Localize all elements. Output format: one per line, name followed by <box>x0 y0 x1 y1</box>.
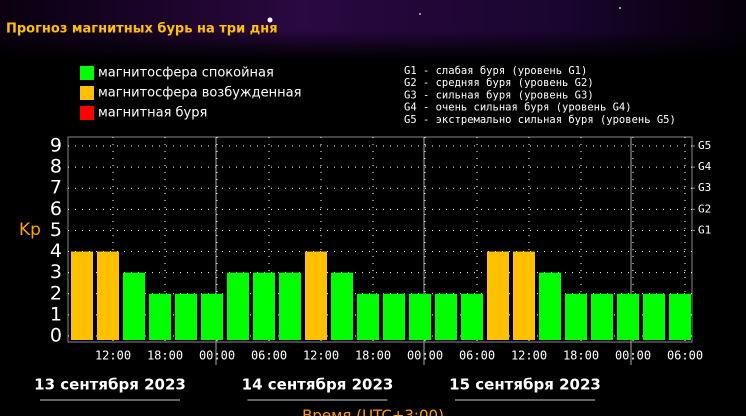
star <box>419 13 421 15</box>
bar <box>149 293 171 340</box>
bar <box>435 293 457 340</box>
bar <box>591 293 613 340</box>
x-tick-label: 00:00 <box>199 349 235 363</box>
star <box>619 7 621 9</box>
bar <box>175 293 197 340</box>
storm-level: G3 - сильная буря (уровень G3) <box>404 89 594 101</box>
y-tick-label: 2 <box>50 282 62 304</box>
bar <box>357 293 379 340</box>
day-label: 13 сентября 2023 <box>34 376 186 394</box>
y-tick-label: 4 <box>50 240 62 262</box>
x-tick-label: 06:00 <box>251 349 287 363</box>
storm-level: G2 - средняя буря (уровень G2) <box>404 77 594 89</box>
x-tick-label: 12:00 <box>95 349 131 363</box>
bar <box>409 293 431 340</box>
bar <box>565 293 587 340</box>
storm-level: G5 - экстремально сильная буря (уровень … <box>404 114 676 126</box>
x-tick-label: 18:00 <box>147 349 183 363</box>
bar <box>331 272 353 340</box>
storm-level: G4 - очень сильная буря (уровень G4) <box>404 102 632 114</box>
y2-tick-label: G3 <box>698 181 711 194</box>
bar <box>461 293 483 340</box>
x-tick-label: 18:00 <box>563 349 599 363</box>
star <box>267 17 273 23</box>
bar <box>305 251 327 340</box>
day-label: 15 сентября 2023 <box>449 376 601 394</box>
bar <box>513 251 535 340</box>
y-tick-label: 8 <box>50 156 62 178</box>
bar <box>253 272 275 340</box>
y-axis-label: Kp <box>19 220 41 240</box>
bar <box>123 272 145 340</box>
bar <box>201 293 223 340</box>
legend-label: магнитосфера возбужденная <box>98 86 301 101</box>
bar <box>227 272 249 340</box>
header-fade <box>0 30 746 60</box>
y-tick-label: 6 <box>50 198 62 220</box>
bar <box>487 251 509 340</box>
storm-level: G1 - слабая буря (уровень G1) <box>404 65 587 77</box>
y2-tick-label: G4 <box>698 160 712 173</box>
bar <box>97 251 119 340</box>
bar <box>617 293 639 340</box>
y-tick-label: 0 <box>50 325 62 347</box>
y-tick-label: 5 <box>50 219 62 241</box>
bar <box>669 293 691 340</box>
legend-swatch <box>80 66 94 80</box>
bar <box>71 251 93 340</box>
legend-label: магнитосфера спокойная <box>98 66 274 81</box>
plot-frame <box>67 136 693 343</box>
x-tick-label: 06:00 <box>459 349 495 363</box>
legend-swatch <box>80 86 94 100</box>
y2-tick-label: G5 <box>698 139 711 152</box>
bar <box>383 293 405 340</box>
y2-tick-label: G2 <box>698 202 711 215</box>
bar <box>643 293 665 340</box>
chart-title: Прогноз магнитных бурь на три дня <box>6 22 278 37</box>
bar <box>279 272 301 340</box>
legend-swatch <box>80 106 94 120</box>
x-tick-label: 18:00 <box>355 349 391 363</box>
y2-tick-label: G1 <box>698 223 711 236</box>
y-tick-label: 1 <box>50 303 62 325</box>
legend-label: магнитная буря <box>98 106 207 121</box>
x-tick-label: 12:00 <box>303 349 339 363</box>
x-tick-label: 00:00 <box>615 349 651 363</box>
y-tick-label: 7 <box>50 177 62 199</box>
bar <box>539 272 561 340</box>
x-axis-label: Время (UTC+3:00) <box>302 407 444 416</box>
y-tick-label: 3 <box>50 261 62 283</box>
x-tick-label: 12:00 <box>511 349 547 363</box>
y-tick-label: 9 <box>50 135 62 157</box>
x-tick-label: 06:00 <box>667 349 703 363</box>
x-tick-label: 00:00 <box>407 349 443 363</box>
day-label: 14 сентября 2023 <box>242 376 394 394</box>
